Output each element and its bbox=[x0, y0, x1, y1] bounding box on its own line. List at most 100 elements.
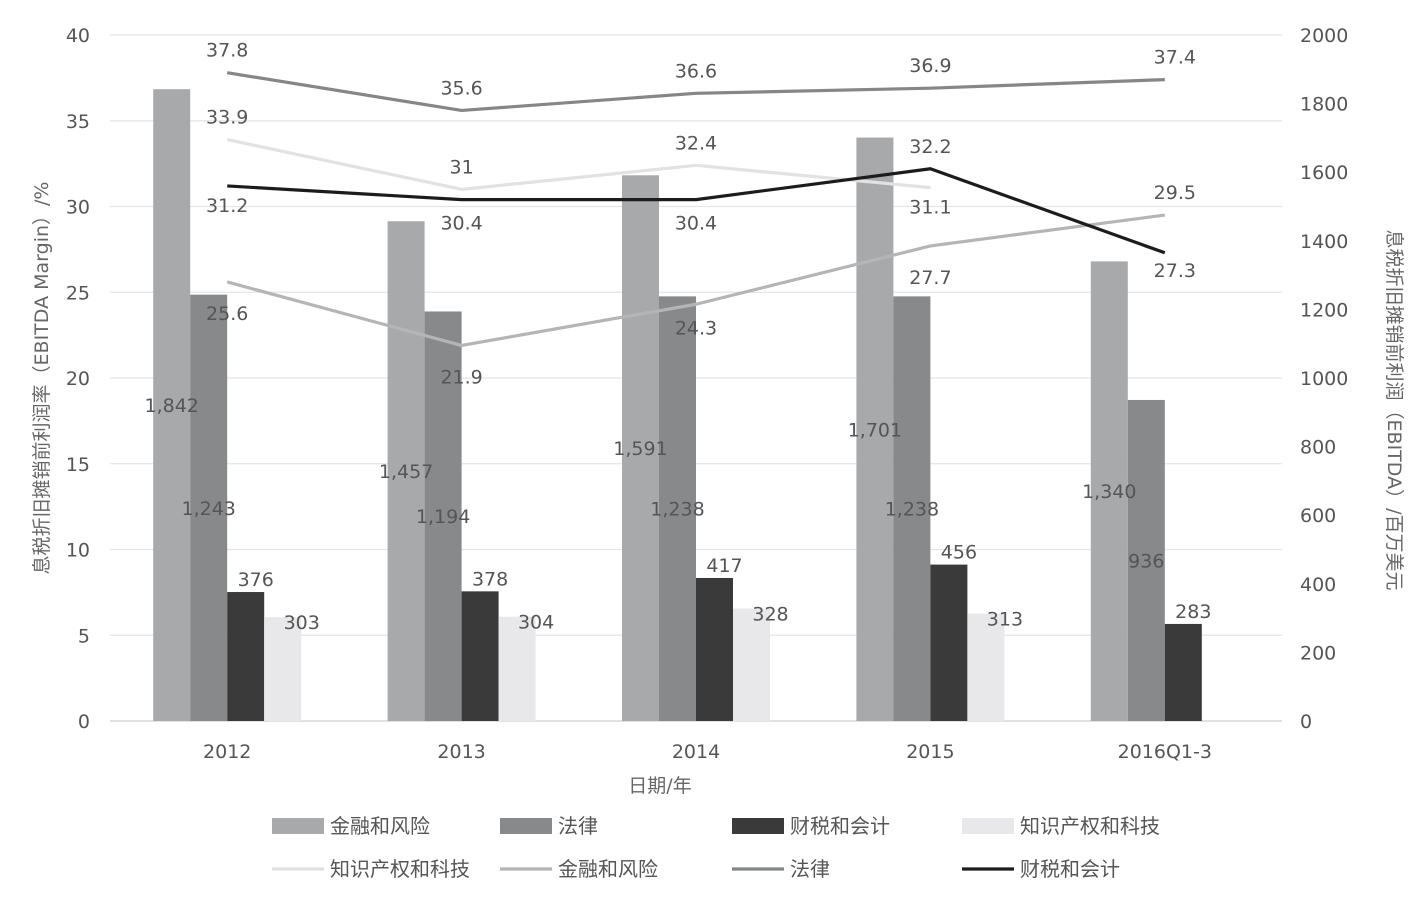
bar bbox=[424, 311, 462, 721]
bar-data-label: 1,842 bbox=[144, 395, 198, 417]
line-data-label: 31.2 bbox=[206, 195, 248, 217]
bar bbox=[893, 296, 931, 721]
line-data-label: 27.3 bbox=[1154, 260, 1196, 282]
line-data-label: 27.7 bbox=[909, 267, 951, 289]
y-left-tick-label: 35 bbox=[66, 111, 90, 133]
y-left-tick-label: 10 bbox=[66, 540, 90, 562]
y-right-tick-label: 1200 bbox=[1300, 299, 1348, 321]
series-line bbox=[227, 167, 1166, 255]
bar bbox=[498, 616, 536, 721]
y-right-tick-label: 600 bbox=[1300, 505, 1336, 527]
legend-label: 知识产权和科技 bbox=[330, 857, 470, 881]
bar-data-label: 1,591 bbox=[613, 438, 667, 460]
bar bbox=[967, 613, 1005, 721]
legend-label: 金融和风险 bbox=[558, 857, 658, 881]
x-tick-label: 2013 bbox=[437, 741, 485, 763]
legend-swatch bbox=[500, 818, 552, 834]
y-right-tick-label: 800 bbox=[1300, 437, 1336, 459]
bar-data-label: 936 bbox=[1128, 550, 1164, 572]
line-data-label: 37.8 bbox=[206, 40, 248, 62]
line-data-label: 36.9 bbox=[909, 55, 951, 77]
legend-label: 法律 bbox=[558, 814, 598, 838]
bar-data-label: 378 bbox=[472, 568, 508, 590]
line-data-label: 35.6 bbox=[440, 77, 482, 99]
line-data-label: 32.2 bbox=[909, 136, 951, 158]
bar-data-label: 1,238 bbox=[650, 499, 704, 521]
bar bbox=[696, 577, 733, 721]
bar-data-label: 1,340 bbox=[1082, 481, 1136, 503]
legend-label: 知识产权和科技 bbox=[1020, 814, 1160, 838]
legend-swatch bbox=[732, 818, 784, 834]
series-line bbox=[226, 213, 1166, 348]
legend-label: 财税和会计 bbox=[790, 814, 890, 838]
bar-data-label: 313 bbox=[987, 609, 1023, 631]
bar bbox=[461, 591, 499, 721]
line-data-label: 25.6 bbox=[206, 303, 248, 325]
line-data-label: 32.4 bbox=[675, 132, 717, 154]
legend-swatch bbox=[272, 818, 324, 834]
x-axis-title: 日期/年 bbox=[628, 775, 691, 797]
bar-data-label: 1,457 bbox=[379, 461, 433, 483]
bar-data-label: 1,243 bbox=[181, 498, 235, 520]
legend-label: 法律 bbox=[790, 857, 830, 881]
legend-label: 财税和会计 bbox=[1020, 857, 1120, 881]
bar-marks bbox=[153, 89, 1202, 722]
bar bbox=[264, 617, 302, 721]
y-left-tick-label: 20 bbox=[66, 368, 90, 390]
line-data-label: 21.9 bbox=[440, 366, 482, 388]
y-axis-left-title: 息税折旧摊销前利润率（EBITDA Margin）/% bbox=[31, 182, 53, 575]
bar bbox=[1164, 623, 1202, 721]
x-tick-label: 2012 bbox=[203, 741, 251, 763]
y-left-tick-label: 25 bbox=[66, 282, 90, 304]
line-data-label: 29.5 bbox=[1154, 182, 1196, 204]
bar bbox=[622, 175, 659, 722]
y-left-tick-label: 15 bbox=[66, 454, 90, 476]
series-line bbox=[226, 71, 1165, 113]
legend-swatch bbox=[962, 818, 1014, 834]
line-data-label: 30.4 bbox=[675, 213, 717, 235]
bar-data-label: 1,701 bbox=[848, 419, 902, 441]
bar-data-label: 376 bbox=[238, 569, 274, 591]
series-line bbox=[226, 138, 931, 191]
bar-data-label: 1,238 bbox=[885, 499, 939, 521]
y-left-tick-label: 30 bbox=[66, 197, 90, 219]
y-right-tick-label: 2000 bbox=[1300, 25, 1348, 47]
x-tick-label: 2014 bbox=[672, 741, 720, 763]
bar bbox=[387, 221, 425, 721]
y-left-tick-label: 0 bbox=[78, 711, 90, 733]
bar-data-label: 1,194 bbox=[416, 506, 470, 528]
y-left-tick-label: 5 bbox=[78, 625, 90, 647]
line-data-label: 24.3 bbox=[675, 317, 717, 339]
line-data-label: 31 bbox=[450, 156, 474, 178]
y-right-tick-label: 1800 bbox=[1300, 94, 1348, 116]
bar-data-label: 304 bbox=[518, 612, 554, 634]
bar bbox=[1127, 399, 1165, 721]
line-data-label: 31.1 bbox=[909, 197, 951, 219]
y-axis-right-title: 息税折旧摊销前利润（EBITDA）/百万美元 bbox=[1383, 230, 1405, 591]
bar-data-label: 283 bbox=[1175, 601, 1211, 623]
legend-label: 金融和风险 bbox=[330, 814, 430, 838]
y-right-tick-label: 1400 bbox=[1300, 231, 1348, 253]
bar bbox=[856, 137, 894, 721]
y-right-tick-label: 0 bbox=[1300, 711, 1312, 733]
bar bbox=[227, 592, 265, 721]
bar bbox=[930, 564, 968, 721]
bar-data-label: 303 bbox=[284, 612, 320, 634]
line-data-label: 30.4 bbox=[440, 213, 482, 235]
x-tick-label: 2016Q1-3 bbox=[1118, 741, 1212, 763]
y-right-tick-label: 1000 bbox=[1300, 368, 1348, 390]
bar-data-label: 328 bbox=[752, 603, 788, 625]
y-right-tick-label: 200 bbox=[1300, 642, 1336, 664]
data-labels: 1,842 1,457 1,591 1,701 1,340 1,243 1,194 1,238… bbox=[144, 40, 1211, 634]
bar bbox=[1090, 261, 1128, 721]
line-data-label: 36.6 bbox=[675, 60, 717, 82]
axis-ticks: 0510152025303540020040060080010001200140… bbox=[66, 25, 1349, 763]
bar bbox=[733, 608, 770, 721]
line-marks bbox=[226, 71, 1166, 348]
line-data-label: 37.4 bbox=[1154, 47, 1196, 69]
bar-data-label: 456 bbox=[941, 542, 977, 564]
y-left-tick-label: 40 bbox=[66, 25, 90, 47]
y-right-tick-label: 1600 bbox=[1300, 162, 1348, 184]
